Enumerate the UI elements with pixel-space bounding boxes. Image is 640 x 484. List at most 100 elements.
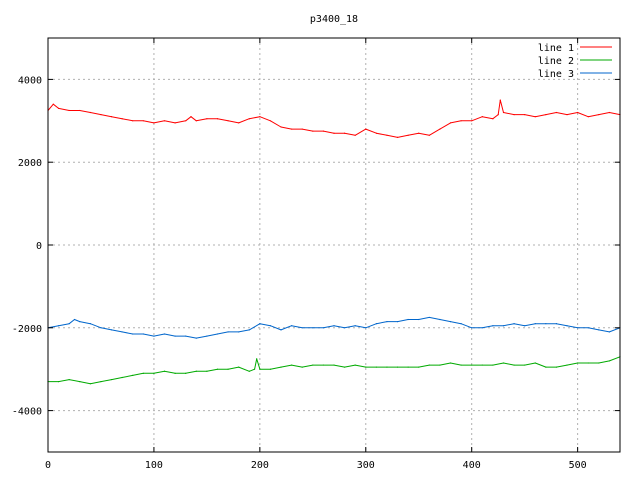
series-2-point <box>259 368 261 370</box>
series-lines <box>47 99 621 385</box>
series-3-point <box>174 335 176 337</box>
series-3-point <box>333 325 335 327</box>
series-2-point <box>439 364 441 366</box>
series-1-point <box>132 120 134 122</box>
series-2-point <box>79 381 81 383</box>
y-tick-label: -2000 <box>12 324 42 335</box>
series-2-point <box>333 364 335 366</box>
series-1-point <box>534 116 536 118</box>
series-line-1 <box>47 99 621 138</box>
y-tick-label: 0 <box>36 241 42 252</box>
series-1-point <box>396 136 399 138</box>
series-3-point <box>121 331 123 333</box>
series-2-point <box>460 364 462 366</box>
series-1-point <box>206 118 208 120</box>
series-1-point <box>89 111 91 114</box>
series-1-point <box>555 111 558 114</box>
series-1-point <box>142 120 144 122</box>
series-3-point <box>407 318 409 321</box>
y-tick-label: -4000 <box>12 407 42 418</box>
series-2-point <box>312 364 314 366</box>
series-2-point <box>206 370 208 372</box>
series-1-point <box>291 128 293 130</box>
series-1-point <box>492 118 494 120</box>
series-2-point <box>100 381 102 383</box>
series-3-point <box>481 327 483 329</box>
series-2-point <box>598 362 600 364</box>
series-1-point <box>471 120 473 122</box>
series-1-point <box>121 118 123 120</box>
series-2-point <box>89 383 91 385</box>
series-2-point <box>513 364 515 366</box>
series-2-point <box>481 364 483 366</box>
series-1-point <box>587 116 589 118</box>
series-2-point <box>471 364 473 366</box>
series-1-point <box>312 130 314 132</box>
series-2-point <box>227 368 229 370</box>
series-2-point <box>375 366 377 368</box>
series-3-point <box>513 323 515 325</box>
series-3-point <box>492 325 494 327</box>
series-1-point <box>269 120 272 122</box>
series-3-point <box>280 329 282 331</box>
series-2-point <box>57 381 60 383</box>
series-1-point <box>301 128 303 130</box>
series-3-point <box>195 337 197 339</box>
series-3-point <box>110 329 113 331</box>
series-3-point <box>428 316 430 319</box>
series-3-point <box>555 323 558 325</box>
series-3-point <box>608 331 611 333</box>
series-1-point <box>100 113 102 116</box>
series-2-point <box>174 372 176 374</box>
series-2-point <box>365 366 367 368</box>
series-1-point <box>524 113 526 116</box>
series-2-point <box>534 362 536 364</box>
series-1-point <box>481 116 483 118</box>
series-2-point <box>555 366 558 368</box>
series-2-point <box>256 358 258 360</box>
legend-label-3: line 3 <box>538 69 574 80</box>
series-2-point <box>587 362 589 364</box>
series-1-point <box>333 132 335 134</box>
series-1-point <box>163 120 166 122</box>
series-2-point <box>291 364 293 366</box>
series-3-point <box>89 323 91 325</box>
x-tick-label: 400 <box>463 460 481 471</box>
series-3-point <box>365 327 367 329</box>
series-3-point <box>163 333 166 335</box>
series-1-point <box>577 111 579 114</box>
series-3-point <box>375 323 377 325</box>
series-3-point <box>587 327 589 329</box>
x-tick-label: 0 <box>45 460 51 471</box>
series-1-point <box>439 128 441 130</box>
series-1-point <box>190 116 192 118</box>
series-1-point <box>185 120 187 122</box>
series-3-point <box>471 327 473 329</box>
series-2-point <box>354 364 356 366</box>
series-1-point <box>513 113 515 116</box>
series-3-point <box>301 327 303 329</box>
series-2-point <box>195 370 197 372</box>
series-line-2 <box>48 356 621 385</box>
series-2-point <box>322 364 325 366</box>
series-1-point <box>608 111 611 114</box>
series-3-point <box>132 333 134 335</box>
series-3-point <box>216 333 219 335</box>
series-1-point <box>52 103 54 105</box>
series-2-point <box>132 374 134 377</box>
series-3-point <box>418 318 420 321</box>
series-2-point <box>280 366 282 368</box>
series-1-point <box>248 118 250 120</box>
series-1-point <box>68 109 70 112</box>
series-3-point <box>142 333 144 335</box>
series-3-point <box>185 335 187 337</box>
legend: line 1 line 2 line 3 <box>538 43 612 80</box>
series-3-point <box>100 327 102 329</box>
x-tick-label: 100 <box>145 460 163 471</box>
legend-label-1: line 1 <box>538 43 574 54</box>
series-2-point <box>545 366 547 368</box>
series-1-point <box>502 111 505 114</box>
series-2-point <box>449 362 452 364</box>
series-1-point <box>354 134 356 136</box>
